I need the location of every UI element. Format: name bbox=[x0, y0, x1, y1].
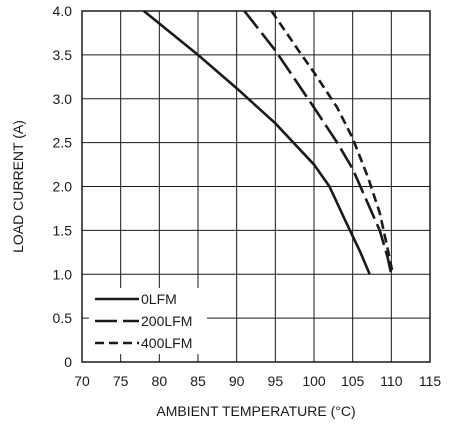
y-tick-label: 2.5 bbox=[53, 135, 73, 151]
legend-label: 400LFM bbox=[141, 335, 192, 351]
legend: 0LFM 200LFM 400LFM bbox=[89, 288, 207, 354]
plot-frame bbox=[81, 10, 431, 363]
series-line-1 bbox=[143, 9, 371, 275]
x-axis-title: AMBIENT TEMPERATURE (°C) bbox=[156, 403, 355, 419]
x-tick-label: 100 bbox=[302, 373, 326, 389]
series-line-3 bbox=[270, 10, 395, 275]
x-tick-label: 105 bbox=[341, 373, 365, 389]
y-tick-label: 0 bbox=[64, 354, 72, 370]
y-tick-label: 3.5 bbox=[53, 47, 73, 63]
y-tick-label: 1.5 bbox=[53, 222, 73, 238]
y-tick-label: 0.5 bbox=[53, 310, 73, 326]
x-tick-label: 95 bbox=[268, 373, 284, 389]
x-tick-label: 110 bbox=[380, 373, 403, 389]
y-tick-label: 3.0 bbox=[53, 91, 73, 107]
x-tick-label: 85 bbox=[190, 373, 206, 389]
x-tick-label: 80 bbox=[152, 373, 168, 389]
series-lines bbox=[143, 9, 395, 275]
y-tick-label: 2.0 bbox=[53, 179, 73, 195]
legend-label: 200LFM bbox=[141, 313, 192, 329]
legend-label: 0LFM bbox=[141, 291, 177, 307]
y-axis-title: LOAD CURRENT (A) bbox=[10, 120, 26, 253]
x-tick-label: 70 bbox=[74, 373, 90, 389]
y-tick-label: 1.0 bbox=[53, 266, 73, 282]
x-tick-label: 115 bbox=[419, 373, 442, 389]
x-tick-label: 75 bbox=[113, 373, 129, 389]
series-line-2 bbox=[243, 10, 393, 275]
y-tick-label: 4.0 bbox=[53, 3, 73, 19]
x-tick-label: 90 bbox=[229, 373, 245, 389]
tick-labels: 70 75 80 85 90 95 100 105 110 115 0 0.5 1.0 1.5 2.0 2.5… bbox=[53, 3, 442, 389]
